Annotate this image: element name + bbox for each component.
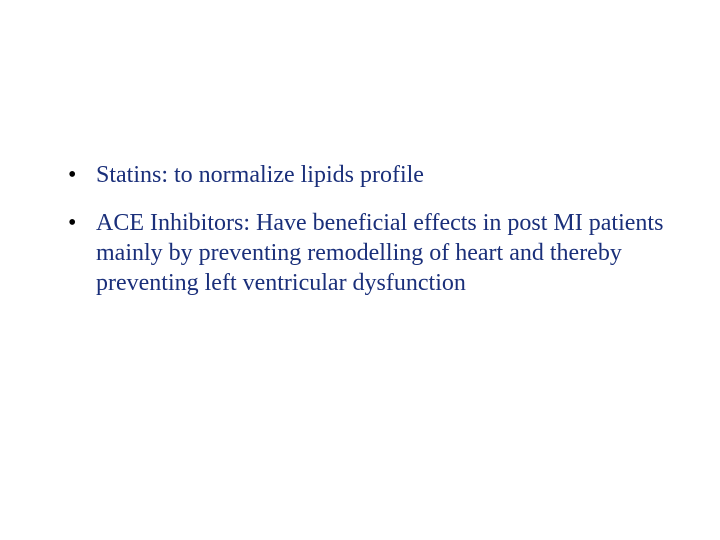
bullet-list: Statins: to normalize lipids profile ACE… <box>60 160 670 316</box>
bullet-text: ACE Inhibitors: Have beneficial effects … <box>96 210 663 296</box>
bullet-text: Statins: to normalize lipids profile <box>96 162 424 188</box>
list-item: ACE Inhibitors: Have beneficial effects … <box>60 208 670 298</box>
list-item: Statins: to normalize lipids profile <box>60 160 670 190</box>
slide: Statins: to normalize lipids profile ACE… <box>0 0 720 540</box>
